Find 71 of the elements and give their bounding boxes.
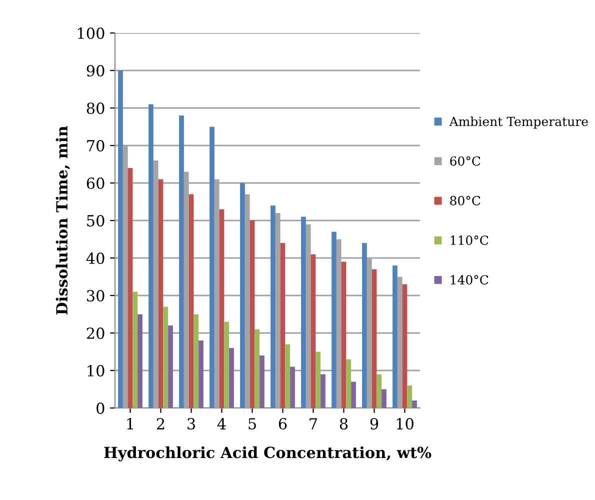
bar bbox=[285, 344, 290, 408]
bar bbox=[351, 382, 356, 408]
y-tick-label: 20 bbox=[86, 327, 104, 340]
legend-label: Ambient Temperature bbox=[449, 116, 588, 129]
bar bbox=[382, 389, 386, 408]
x-axis-title: Hydrochloric Acid Concentration, wt% bbox=[104, 446, 432, 462]
bar bbox=[229, 348, 234, 408]
bar bbox=[224, 322, 230, 408]
y-tick-label: 50 bbox=[87, 214, 104, 227]
bar bbox=[128, 168, 133, 408]
bar bbox=[332, 232, 336, 408]
y-tick-label: 100 bbox=[78, 27, 104, 40]
bar bbox=[168, 326, 173, 408]
bar bbox=[412, 400, 417, 408]
y-tick-label: 60 bbox=[86, 177, 104, 190]
bar bbox=[260, 356, 264, 408]
bar bbox=[194, 314, 199, 408]
bar bbox=[163, 306, 168, 408]
bar bbox=[362, 243, 367, 408]
bar bbox=[153, 160, 158, 408]
bar bbox=[198, 340, 204, 408]
bar bbox=[372, 269, 377, 408]
bar bbox=[301, 216, 306, 408]
bar bbox=[210, 126, 214, 408]
x-tick-label: 3 bbox=[188, 418, 195, 430]
x-tick-label: 2 bbox=[156, 418, 164, 430]
bar bbox=[138, 314, 142, 408]
legend-label: 110°C bbox=[450, 236, 488, 245]
y-tick-label: 40 bbox=[86, 252, 104, 264]
bar bbox=[392, 266, 398, 408]
bar bbox=[310, 254, 316, 408]
bar bbox=[219, 209, 224, 408]
bar bbox=[179, 116, 184, 408]
bar bbox=[407, 386, 412, 408]
bar bbox=[254, 329, 260, 408]
legend-label: 140°C bbox=[450, 275, 488, 285]
bar bbox=[148, 104, 154, 408]
bar bbox=[402, 284, 408, 408]
bar bbox=[316, 352, 321, 408]
bar bbox=[341, 262, 346, 408]
y-tick-label: 90 bbox=[86, 64, 104, 77]
x-tick-label: 8 bbox=[340, 418, 348, 430]
bar bbox=[280, 243, 286, 408]
y-tick-label: 0 bbox=[96, 402, 104, 414]
x-tick-label: 6 bbox=[278, 418, 287, 430]
bar bbox=[346, 359, 352, 408]
y-tick-label: 70 bbox=[87, 140, 104, 152]
x-tick-label: 5 bbox=[248, 418, 256, 430]
y-tick-label: 10 bbox=[88, 364, 104, 377]
bar bbox=[118, 70, 123, 408]
bar bbox=[270, 206, 276, 408]
legend-label: 80°C bbox=[450, 196, 480, 206]
bar bbox=[240, 183, 245, 408]
x-tick-label: 10 bbox=[396, 418, 414, 430]
bar bbox=[320, 374, 326, 408]
bar bbox=[250, 220, 255, 408]
y-tick-label: 80 bbox=[86, 102, 104, 114]
bar bbox=[132, 292, 138, 408]
bar bbox=[290, 366, 295, 408]
bar bbox=[306, 224, 311, 408]
bar bbox=[376, 374, 382, 408]
bar bbox=[397, 276, 402, 408]
bar bbox=[188, 194, 194, 408]
x-tick-label: 7 bbox=[310, 418, 318, 430]
y-axis-title: Dissolution Time, min bbox=[56, 126, 70, 315]
x-tick-label: 1 bbox=[127, 418, 133, 430]
y-tick-label: 30 bbox=[87, 290, 104, 302]
legend-label: 60°C bbox=[450, 156, 480, 166]
x-tick-label: 9 bbox=[370, 418, 378, 430]
bar bbox=[158, 179, 164, 408]
x-tick-label: 4 bbox=[217, 418, 226, 430]
